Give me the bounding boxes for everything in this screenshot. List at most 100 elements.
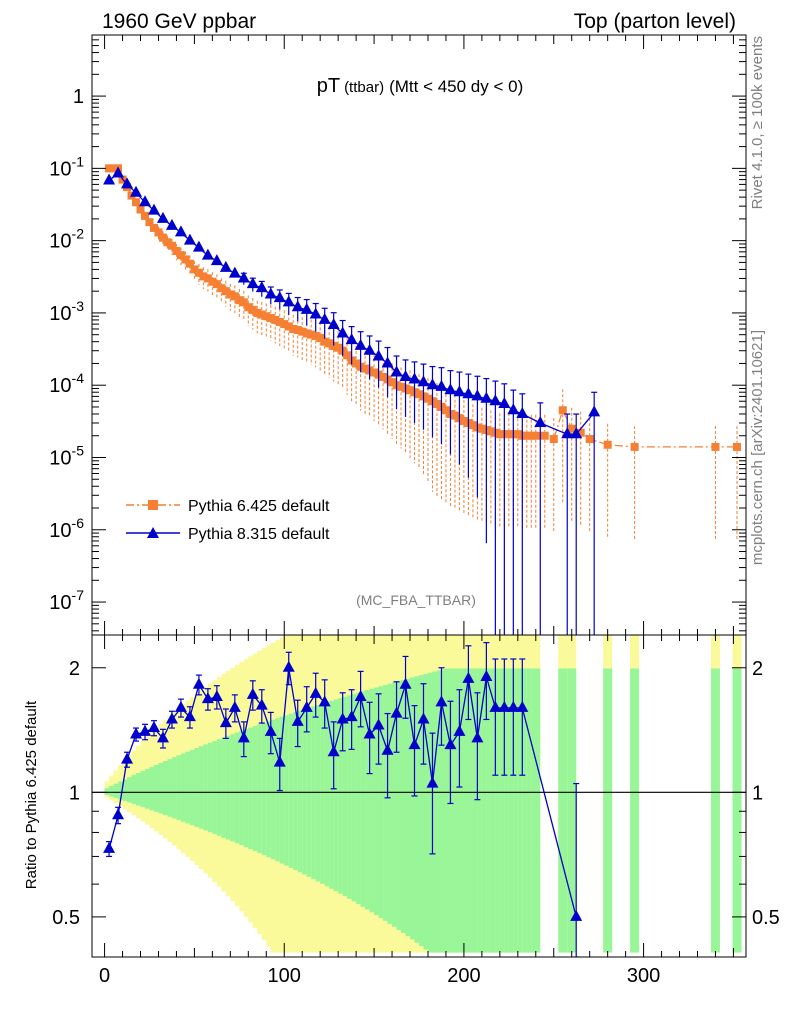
ratio-point bbox=[417, 712, 430, 724]
ratio-point bbox=[345, 710, 358, 722]
pythia6-point bbox=[194, 268, 203, 277]
pythia6-point bbox=[257, 310, 266, 319]
ratio-xtick-label: 300 bbox=[627, 965, 660, 987]
ratio-ytick-label: 1 bbox=[69, 782, 80, 804]
legend-marker-square bbox=[148, 500, 158, 510]
pythia6-point bbox=[576, 428, 585, 437]
pythia8-point bbox=[327, 318, 340, 330]
pythia8-point bbox=[507, 403, 520, 415]
pythia6-point bbox=[262, 312, 271, 321]
pythia6-point bbox=[388, 378, 397, 387]
pythia6-point bbox=[289, 324, 298, 333]
pythia8-point bbox=[246, 277, 259, 289]
ratio-point bbox=[273, 755, 286, 767]
pythia8-point bbox=[498, 396, 511, 408]
pythia8-point bbox=[399, 369, 412, 381]
ratio-point bbox=[174, 700, 187, 712]
pythia6-point bbox=[253, 308, 262, 317]
pythia6-point bbox=[244, 303, 253, 312]
pythia6-point bbox=[181, 255, 190, 264]
ratio-point bbox=[471, 731, 484, 743]
pythia8-point bbox=[516, 406, 529, 418]
top-ytick-label: 10-7 bbox=[49, 587, 84, 614]
pythia6-point bbox=[531, 431, 540, 440]
pythia8-point bbox=[165, 218, 178, 230]
pythia6-point bbox=[280, 320, 289, 329]
pythia8-point bbox=[336, 326, 349, 338]
ratio-point bbox=[399, 677, 412, 689]
pythia6-point bbox=[293, 326, 302, 335]
pythia8-point bbox=[237, 271, 250, 283]
pythia6-point bbox=[284, 322, 293, 331]
ratio-band-inner bbox=[732, 668, 742, 953]
ratio-point bbox=[363, 727, 376, 739]
pythia6-point bbox=[540, 431, 549, 440]
pythia8-point bbox=[570, 427, 583, 439]
ratio-point bbox=[183, 710, 196, 722]
plot-title-tail: (Mtt < 450 dy < 0) bbox=[389, 77, 523, 96]
pythia8-point bbox=[130, 185, 143, 197]
top-ytick-label: 10-2 bbox=[49, 226, 84, 253]
ratio-band-inner bbox=[558, 668, 568, 953]
energy-label: 1960 GeV ppbar bbox=[102, 10, 256, 33]
pythia6-point bbox=[266, 314, 275, 323]
pythia6-point bbox=[432, 399, 441, 408]
top-ytick-label: 10-3 bbox=[49, 298, 84, 325]
ytick-label-exponent: -2 bbox=[72, 226, 85, 242]
pythia8-point bbox=[489, 394, 502, 406]
pythia8-point bbox=[273, 291, 286, 303]
pythia6-point bbox=[235, 296, 244, 305]
legend-label-pythia6: Pythia 6.425 default bbox=[188, 498, 330, 515]
pythia6-point bbox=[302, 329, 311, 338]
ratio-point bbox=[390, 706, 403, 718]
pythia6-point bbox=[172, 246, 181, 255]
ytick-label-base: 10 bbox=[49, 375, 71, 397]
ratio-band-inner bbox=[603, 668, 613, 953]
ytick-label-base: 10 bbox=[49, 231, 71, 253]
pythia6-point bbox=[379, 372, 388, 381]
pythia8-point bbox=[103, 173, 116, 185]
ytick-label-base: 10 bbox=[49, 447, 71, 469]
ytick-label-base: 10 bbox=[49, 592, 71, 614]
pythia6-point bbox=[176, 251, 185, 260]
pythia6-point bbox=[199, 272, 208, 281]
pythia6-point bbox=[406, 386, 415, 395]
pythia8-point bbox=[372, 349, 385, 361]
ratio-point bbox=[516, 700, 529, 712]
pythia6-point bbox=[711, 442, 720, 451]
pythia6-point bbox=[248, 305, 257, 314]
pythia6-point bbox=[149, 223, 158, 232]
top-axes: 10-710-610-510-410-310-210-11 bbox=[49, 34, 747, 636]
pythia6-point bbox=[271, 315, 280, 324]
pythia6-point bbox=[203, 274, 212, 283]
pythia6-point bbox=[141, 211, 150, 220]
pythia6-point bbox=[630, 442, 639, 451]
ratio-point bbox=[462, 671, 475, 683]
ratio-point bbox=[264, 724, 277, 736]
ratio-point bbox=[327, 745, 340, 757]
rivet-version-label: Rivet 4.1.0, ≥ 100k events bbox=[749, 36, 766, 209]
pythia8-point bbox=[156, 211, 169, 223]
pythia8-point bbox=[363, 343, 376, 355]
ratio-point bbox=[121, 752, 134, 764]
ratio-point bbox=[237, 731, 250, 743]
pythia8-point bbox=[408, 372, 421, 384]
ratio-band-inner bbox=[531, 668, 541, 953]
ratio-point bbox=[372, 718, 385, 730]
ratio-ylabel: Ratio to Pythia 6.425 default bbox=[23, 700, 40, 889]
pythia6-point bbox=[208, 277, 217, 286]
ratio-point bbox=[435, 695, 448, 707]
ratio-point bbox=[318, 695, 331, 707]
pythia8-point bbox=[588, 405, 601, 417]
pythia6-point bbox=[154, 228, 163, 237]
pythia8-point bbox=[139, 195, 152, 207]
ytick-label-base: 10 bbox=[49, 158, 71, 180]
pythia6-point bbox=[105, 164, 114, 173]
ratio-band-inner bbox=[630, 668, 640, 953]
pythia6-point bbox=[361, 364, 370, 373]
pythia8-point bbox=[264, 287, 277, 299]
pythia6-point bbox=[343, 351, 352, 360]
ratio-point bbox=[354, 689, 367, 701]
pythia8-point bbox=[255, 281, 268, 293]
